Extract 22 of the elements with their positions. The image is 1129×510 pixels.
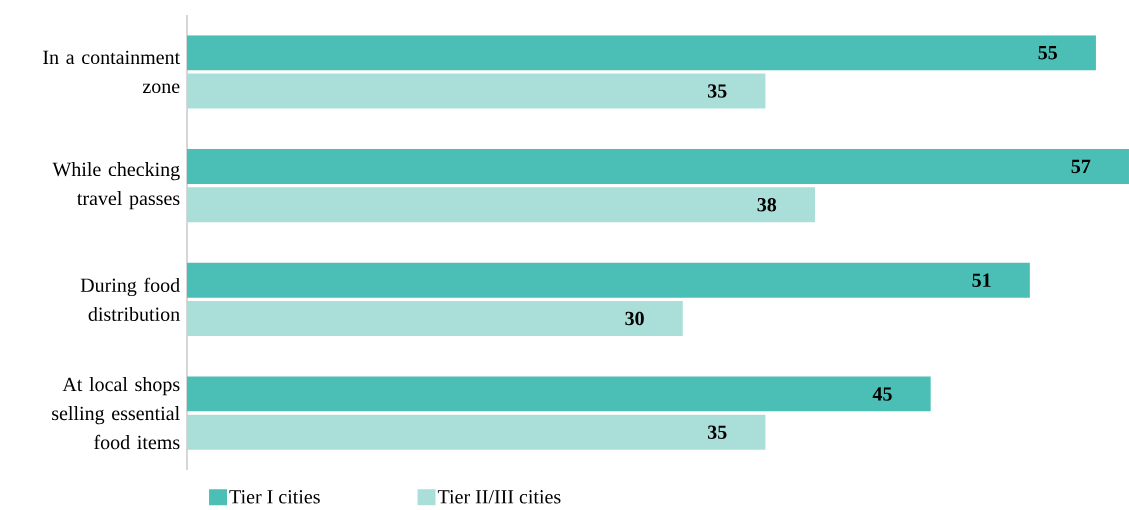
y-tick-label: At local shops selling essential food items xyxy=(52,377,180,450)
data-label: 55 xyxy=(1038,46,1058,60)
legend-label: Tier II/III cities xyxy=(437,490,561,504)
y-tick-label: In a containment zone xyxy=(43,50,181,94)
bar xyxy=(187,376,931,412)
data-label: 38 xyxy=(757,197,777,212)
data-label: 57 xyxy=(1071,159,1091,174)
y-tick-label: During food distribution xyxy=(80,277,180,321)
data-label: 45 xyxy=(872,387,892,401)
legend-label: Tier I cities xyxy=(229,490,320,504)
data-label: 30 xyxy=(625,311,644,326)
bar xyxy=(187,187,815,223)
data-label: 51 xyxy=(972,273,991,287)
bar xyxy=(187,262,1030,298)
y-tick-label: While checking travel passes xyxy=(52,162,180,210)
data-label: 35 xyxy=(707,425,727,439)
bar xyxy=(187,414,766,450)
bar xyxy=(187,35,1096,71)
bar xyxy=(187,149,1129,185)
bar xyxy=(187,300,683,336)
bar xyxy=(187,73,766,109)
data-label: 35 xyxy=(707,84,727,98)
